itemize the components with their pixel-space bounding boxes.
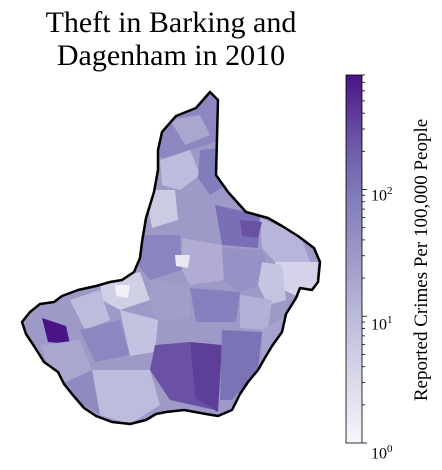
region-south [92, 370, 160, 424]
region-light-1 [175, 255, 190, 268]
colorbar-tick-label-0: 100 [371, 441, 393, 462]
colorbar-gradient [345, 74, 363, 444]
region-south-east-2 [262, 318, 284, 362]
region-south-centre-east [240, 295, 272, 330]
region-south-high [150, 342, 215, 410]
region-far-west-high [42, 318, 70, 344]
map-title-line-2: Dagenham in 2010 [56, 39, 286, 72]
region-south-west-3 [60, 370, 100, 415]
region-south-west [80, 320, 130, 362]
region-centre [182, 238, 224, 285]
colorbar-label: Reported Crimes Per 100,000 People [408, 90, 436, 430]
region-north-east [170, 115, 210, 145]
region-centre-west [138, 235, 182, 280]
map-title-line-1: Theft in Barking and [45, 6, 297, 39]
colorbar-tick-label-1: 101 [371, 312, 393, 333]
region-east-high [240, 220, 262, 238]
region-south-west-2 [120, 310, 158, 356]
borough-boundary [20, 90, 322, 426]
tick-0-base: 10 [371, 445, 387, 463]
region-south-east [220, 330, 262, 400]
region-east [260, 218, 310, 262]
region-far-west [30, 300, 80, 335]
map-title: Theft in Barking and Dagenham in 2010 [0, 6, 342, 72]
tick-1-exp: 1 [387, 314, 393, 326]
tick-1-base: 10 [371, 316, 387, 334]
region-south-high-2 [190, 342, 222, 412]
colorbar-ticks [362, 74, 367, 444]
region-south-centre-west [150, 280, 190, 320]
region-centre-north [178, 195, 220, 235]
colorbar-label-text: Reported Crimes Per 100,000 People [411, 118, 432, 402]
region-west-mid [145, 190, 178, 228]
region-west-2 [70, 290, 110, 330]
region-light-2 [115, 285, 130, 298]
region-south-centre [190, 288, 240, 322]
tick-2-exp: 2 [387, 185, 393, 197]
colorbar-tick-label-2: 102 [371, 183, 393, 204]
tick-0-exp: 0 [387, 443, 393, 455]
tick-2-base: 10 [371, 187, 387, 205]
region-centre-far-east [258, 262, 286, 305]
region-east-mid [215, 205, 260, 248]
region-east-south [275, 262, 318, 296]
region-far-south-west [40, 340, 92, 385]
region-north-mid [160, 150, 200, 190]
